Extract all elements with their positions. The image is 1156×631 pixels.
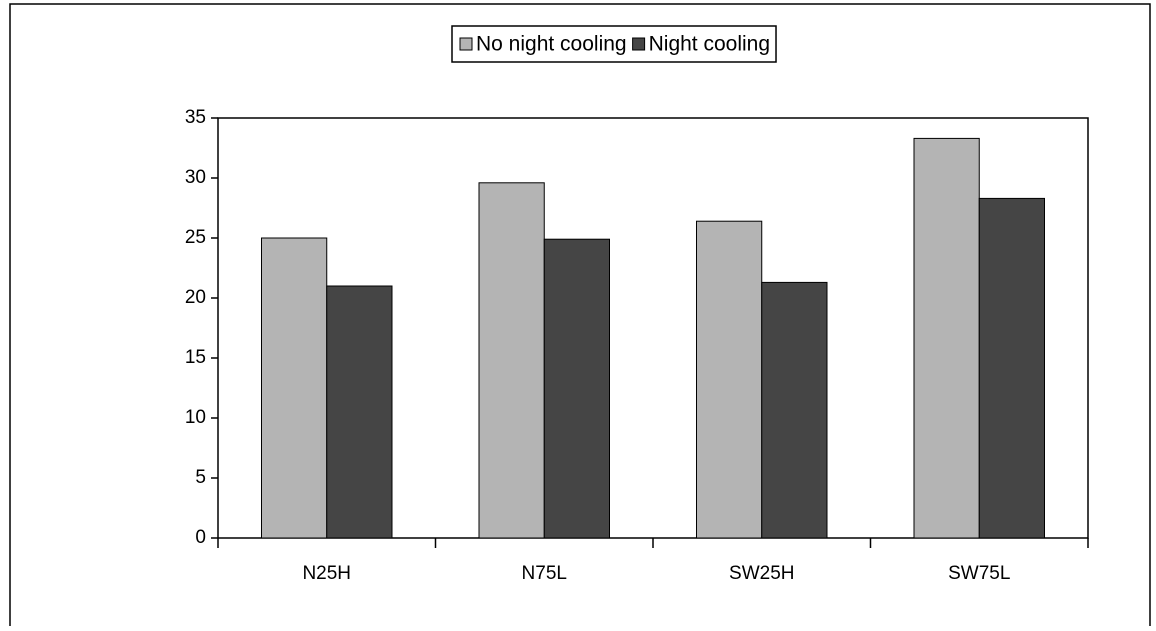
bar <box>326 285 393 539</box>
x-tick-label: N25H <box>302 563 351 584</box>
y-tick-label: 25 <box>185 227 206 248</box>
bar <box>696 220 763 539</box>
legend-label: Night cooling <box>649 33 770 56</box>
legend-swatch <box>632 37 646 51</box>
y-tick-label: 5 <box>195 467 206 488</box>
y-tick-label: 10 <box>185 407 206 428</box>
bar <box>261 237 328 539</box>
bar <box>913 137 980 539</box>
y-tick-label: 0 <box>195 527 206 548</box>
legend-swatch <box>459 37 473 51</box>
x-tick-label: SW25H <box>729 563 794 584</box>
x-tick-label: SW75L <box>948 563 1010 584</box>
bar <box>478 182 545 539</box>
y-tick-label: 15 <box>185 347 206 368</box>
y-tick-label: 20 <box>185 287 206 308</box>
y-tick-label: 30 <box>185 167 206 188</box>
y-tick-label: 35 <box>185 107 206 128</box>
chart-frame <box>9 3 1151 631</box>
legend-box <box>451 25 777 63</box>
bar <box>761 281 828 539</box>
bar <box>978 197 1045 539</box>
x-tick-label: N75L <box>522 563 567 584</box>
legend-label: No night cooling <box>476 33 627 56</box>
bar <box>543 238 610 539</box>
